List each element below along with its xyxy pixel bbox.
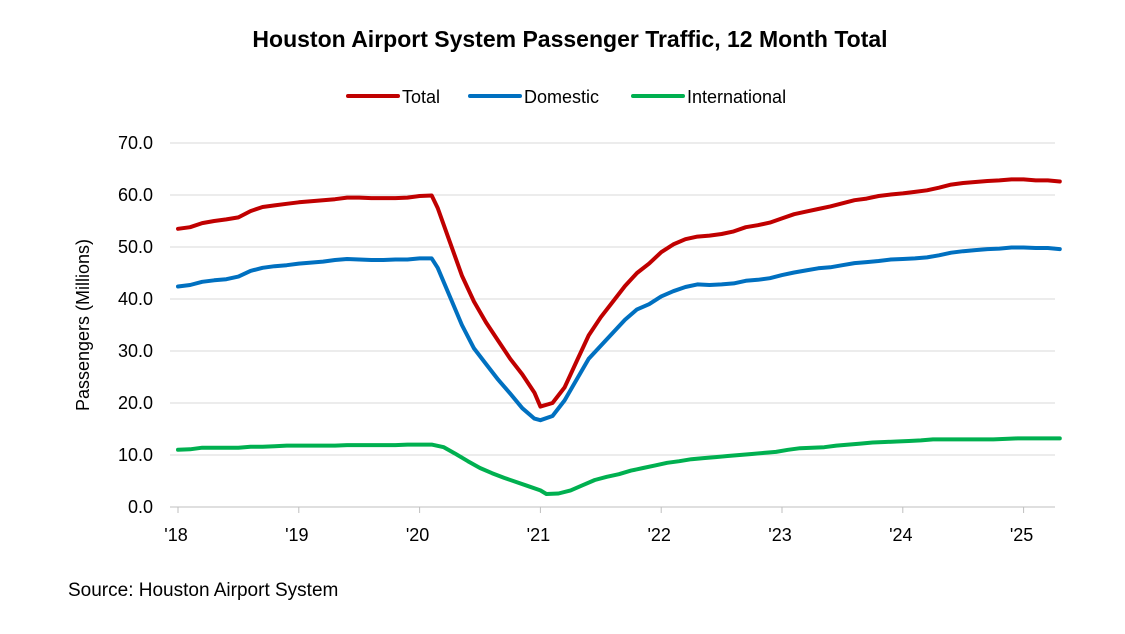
x-tick-label: '25 [1010, 525, 1033, 545]
x-tick-label: '19 [285, 525, 308, 545]
y-tick-label: 60.0 [118, 185, 153, 205]
x-tick-label: '22 [647, 525, 670, 545]
x-tick-label: '20 [406, 525, 429, 545]
x-axis-ticks: '18 '19 '20 '21 '22 '23 '24 '25 [164, 507, 1033, 545]
series-line-domestic [176, 245, 1062, 423]
source-note: Source: Houston Airport System [68, 580, 339, 601]
series-line-total [176, 177, 1062, 409]
y-axis-label: Passengers (Millions) [73, 239, 93, 411]
y-tick-label: 40.0 [118, 289, 153, 309]
y-axis-ticks: 0.0 10.0 20.0 30.0 40.0 50.0 60.0 70.0 [118, 133, 153, 517]
x-tick-label: '23 [768, 525, 791, 545]
y-tick-label: 10.0 [118, 445, 153, 465]
legend: Total Domestic International [346, 87, 786, 107]
x-tick-label: '24 [889, 525, 912, 545]
legend-label-international: International [687, 87, 786, 107]
y-tick-label: 20.0 [118, 393, 153, 413]
gridlines [170, 142, 1055, 508]
series-lines [176, 177, 1062, 496]
y-tick-label: 70.0 [118, 133, 153, 153]
x-tick-label: '21 [527, 525, 550, 545]
y-tick-label: 30.0 [118, 341, 153, 361]
y-tick-label: 0.0 [128, 497, 153, 517]
series-line-international [176, 436, 1062, 496]
chart-title: Houston Airport System Passenger Traffic… [252, 26, 888, 52]
y-tick-label: 50.0 [118, 237, 153, 257]
x-tick-label: '18 [164, 525, 187, 545]
legend-label-total: Total [402, 87, 440, 107]
legend-label-domestic: Domestic [524, 87, 599, 107]
